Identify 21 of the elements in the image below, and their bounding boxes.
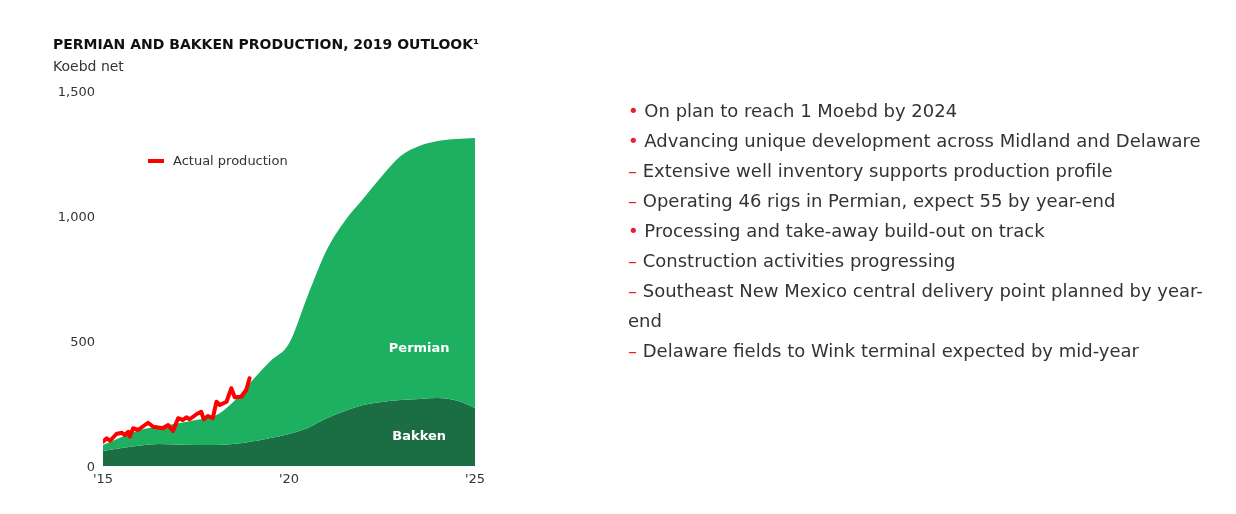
y-tick-label: 0 <box>86 458 95 474</box>
text: – Delaware fields to Wink terminal expected by mid-year <box>628 340 1140 361</box>
x-tick-label: '25 <box>464 471 486 487</box>
legend-label: Actual production <box>172 153 288 168</box>
y-axis-title: Koebd net <box>53 58 124 74</box>
text: • On plan to reach 1 Moebd by 2024 <box>628 100 958 121</box>
y-tick-label: 1,000 <box>57 208 95 224</box>
text: – Construction activities progressing <box>628 250 956 271</box>
series-label: Bakken <box>391 426 448 445</box>
text: – Operating 46 rigs in Permian, expect 55 by year-end <box>628 190 1116 211</box>
x-tick-label: '20 <box>278 471 300 487</box>
chart-title: PERMIAN AND BAKKEN PRODUCTION, 2019 OUTLOOK¹ <box>53 36 480 52</box>
y-tick-label: 1,500 <box>57 83 95 99</box>
text: • Processing and take-away build-out on track <box>628 220 1045 241</box>
text: – Southeast New Mexico central delivery point planned by year-end <box>628 280 1203 331</box>
text: • Advancing unique development across Midland and Delaware <box>628 130 1201 151</box>
text: – Extensive well inventory supports production profile <box>628 160 1113 181</box>
x-tick-label: '15 <box>92 471 114 487</box>
series-label: Permian <box>387 339 451 358</box>
y-tick-label: 500 <box>70 333 95 349</box>
line-series <box>103 376 252 444</box>
